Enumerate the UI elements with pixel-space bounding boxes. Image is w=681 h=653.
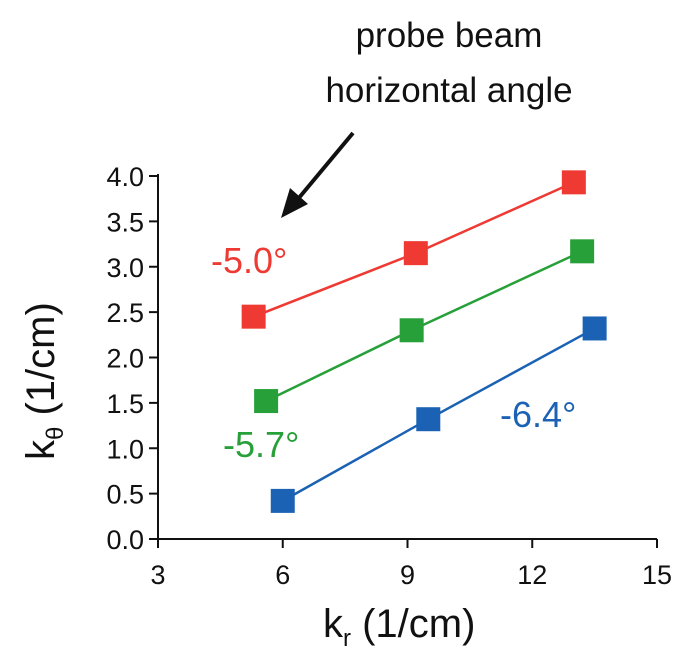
series-0-point-1 [403, 241, 428, 266]
annotation-line-1: probe beam [356, 16, 543, 55]
x-axis-label-sub: r [343, 625, 351, 652]
series-0-point-2 [561, 170, 586, 195]
y-axis-label-sub: θ [42, 427, 69, 440]
x-tick-label-1: 6 [275, 560, 290, 590]
annotation-arrow [281, 131, 355, 218]
y-tick-label-2: 1.0 [106, 434, 144, 464]
axes: 3 6 9 12 15 0.0 0.5 1.0 1.5 2.0 2.5 3.0 3.5 4.0 [106, 162, 672, 590]
x-axis-label-main: k [323, 602, 344, 646]
y-tick-label-5: 2.5 [106, 298, 144, 328]
series-layer [241, 170, 607, 513]
x-axis-label: kr (1/cm) [323, 602, 475, 652]
y-tick-label-6: 3.0 [106, 253, 144, 283]
y-tick-label-4: 2.0 [106, 344, 144, 374]
series-label-neg6-4: -6.4° [500, 394, 576, 435]
series-2-point-0 [270, 488, 295, 513]
series-0-point-0 [241, 304, 266, 329]
series-1-point-0 [254, 389, 279, 414]
series-label-neg5-0: -5.0° [211, 240, 287, 281]
y-axis-label: kθ (1/cm) [19, 302, 69, 460]
y-tick-label-7: 3.5 [106, 207, 144, 237]
x-axis-label-unit: (1/cm) [351, 602, 475, 646]
series-2-point-1 [416, 407, 441, 432]
y-axis-label-unit: (1/cm) [19, 302, 63, 426]
y-axis-label-main: k [19, 439, 63, 460]
series-1-line [265, 250, 583, 403]
x-tick-label-3: 12 [517, 560, 547, 590]
y-tick-label-8: 4.0 [106, 162, 144, 192]
y-tick-label-3: 1.5 [106, 389, 144, 419]
annotation-line-2: horizontal angle [325, 71, 572, 110]
y-tick-label-0: 0.0 [106, 525, 144, 555]
series-label-neg5-7: -5.7° [223, 424, 299, 465]
series-1-point-1 [399, 318, 424, 343]
series-1-point-2 [570, 239, 595, 264]
x-tick-label-2: 9 [400, 560, 415, 590]
x-tick-label-0: 3 [150, 560, 165, 590]
x-tick-label-4: 15 [642, 560, 672, 590]
series-2-point-2 [582, 316, 607, 341]
y-tick-label-1: 0.5 [106, 480, 144, 510]
